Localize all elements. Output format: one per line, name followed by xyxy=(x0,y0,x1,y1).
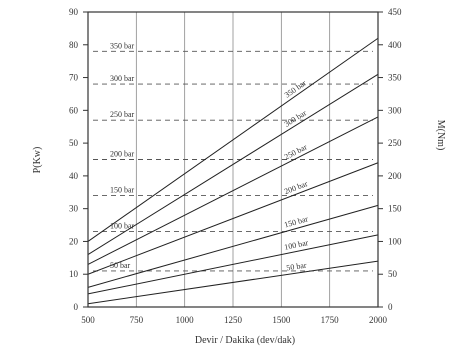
torque-level-label: 350 bar xyxy=(110,41,135,50)
torque-level-label: 150 bar xyxy=(110,186,135,195)
x-tick-label: 1000 xyxy=(176,315,195,325)
y-left-tick-label: 70 xyxy=(69,73,79,83)
y-left-tick-label: 40 xyxy=(69,171,79,181)
x-tick-label: 2000 xyxy=(369,315,388,325)
y-right-tick-label: 0 xyxy=(388,302,393,312)
y-left-tick-label: 90 xyxy=(69,7,79,17)
y-right-tick-label: 150 xyxy=(388,204,402,214)
y-left-tick-label: 30 xyxy=(69,204,79,214)
y-left-tick-label: 60 xyxy=(69,105,79,115)
torque-level-label: 200 bar xyxy=(110,150,135,159)
y-right-tick-label: 450 xyxy=(388,7,402,17)
x-tick-label: 1750 xyxy=(321,315,340,325)
y-left-tick-label: 50 xyxy=(69,138,79,148)
y-right-tick-label: 350 xyxy=(388,73,402,83)
torque-level-label: 250 bar xyxy=(110,110,135,119)
y-left-tick-label: 20 xyxy=(69,236,79,246)
x-tick-label: 1250 xyxy=(224,315,243,325)
y-right-tick-label: 300 xyxy=(388,105,402,115)
x-axis-label: Devir / Dakika (dev/dak) xyxy=(195,335,295,346)
power-line-label: 200 bar xyxy=(283,179,309,196)
x-tick-label: 500 xyxy=(81,315,95,325)
y-right-tick-label: 250 xyxy=(388,138,402,148)
y-left-tick-label: 80 xyxy=(69,40,79,50)
y-right-tick-label: 100 xyxy=(388,236,402,246)
y-right-tick-label: 400 xyxy=(388,40,402,50)
x-tick-label: 750 xyxy=(130,315,144,325)
y-right-tick-label: 50 xyxy=(388,269,398,279)
axes: 500 750 1000 1250 1500 1750 200001020304050607… xyxy=(69,7,402,325)
x-tick-label: 1500 xyxy=(272,315,291,325)
y-right-tick-label: 200 xyxy=(388,171,402,181)
y-left-tick-label: 0 xyxy=(74,302,79,312)
torque-level-label: 300 bar xyxy=(110,74,135,83)
y-axis-left-label: P(Kw) xyxy=(32,147,43,174)
power-line-label: 150 bar xyxy=(283,214,309,229)
y-left-tick-label: 10 xyxy=(69,269,79,279)
y-axis-right-label: M(Nm) xyxy=(435,120,446,151)
